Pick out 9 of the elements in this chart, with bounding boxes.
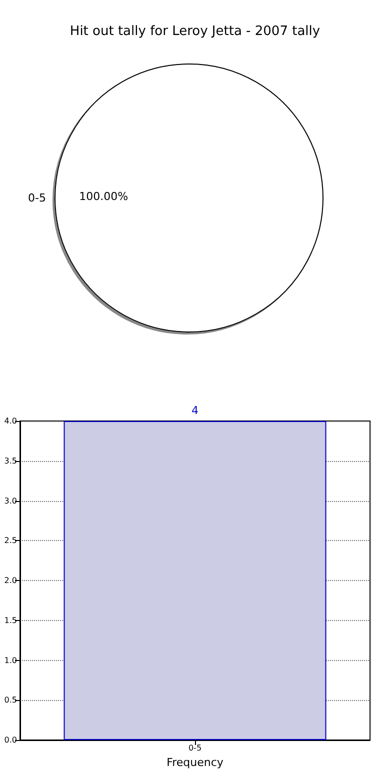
- data-label: 4: [192, 404, 198, 417]
- y-tick-label: 0.5: [4, 696, 17, 705]
- y-tick-label: 1.5: [4, 616, 17, 625]
- x-axis-title: Frequency: [166, 756, 224, 769]
- slice-label: 0-5: [28, 192, 46, 204]
- y-tick-label: 3.5: [4, 456, 17, 466]
- y-tick-label: 2.5: [4, 536, 17, 546]
- data-label: 100.00%: [79, 190, 128, 203]
- chart-title: Hit out tally for Leroy Jetta - 2007 tally: [70, 24, 320, 39]
